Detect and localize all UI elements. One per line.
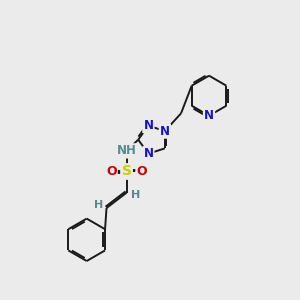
Text: O: O (106, 165, 117, 178)
Text: N: N (143, 147, 153, 160)
Text: H: H (94, 200, 103, 210)
Text: N: N (160, 124, 170, 137)
Text: S: S (122, 164, 131, 178)
Text: H: H (131, 190, 140, 200)
Text: N: N (204, 109, 214, 122)
Text: N: N (143, 119, 153, 132)
Text: NH: NH (117, 144, 136, 158)
Text: O: O (136, 165, 147, 178)
